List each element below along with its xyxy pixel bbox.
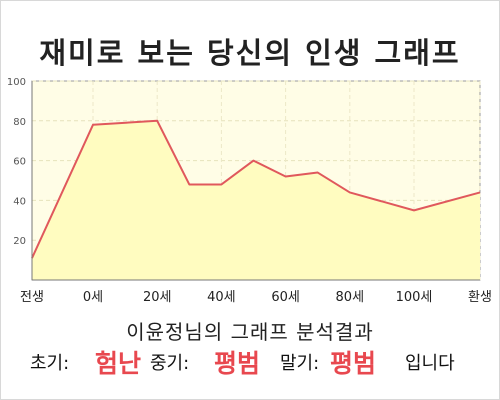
analysis-subtitle: 이윤정님의 그래프 분석결과 [126,320,374,344]
y-tick-label: 80 [13,117,26,128]
y-tick-label: 40 [13,196,26,207]
x-tick-label: 100세 [396,290,433,305]
x-tick-label: 환생 [468,290,492,305]
x-tick-label: 20세 [143,290,172,305]
page-title: 재미로 보는 당신의 인생 그래프 [39,36,461,70]
x-tick-label: 60세 [271,290,300,305]
middle-label: 중기: [150,353,190,374]
y-tick-label: 60 [13,157,26,168]
early-label: 초기: [30,353,70,374]
y-tick-label: 100 [7,77,26,88]
y-tick-label: 20 [13,236,26,247]
x-tick-label: 80세 [336,290,365,305]
result-suffix: 입니다 [405,353,455,374]
x-axis-ticks: 전생 0세 20세 40세 60세 80세 100세 환생 [20,290,492,305]
series-area-fill [32,120,480,280]
late-label: 말기: [280,353,320,374]
x-tick-label: 40세 [207,290,236,305]
x-tick-label: 0세 [83,290,103,305]
early-value: 험난 [95,349,142,378]
x-tick-label: 전생 [20,290,44,305]
y-axis-ticks: 20 40 60 80 100 [7,77,26,247]
late-value: 평범 [330,349,377,378]
middle-value: 평범 [214,349,261,378]
